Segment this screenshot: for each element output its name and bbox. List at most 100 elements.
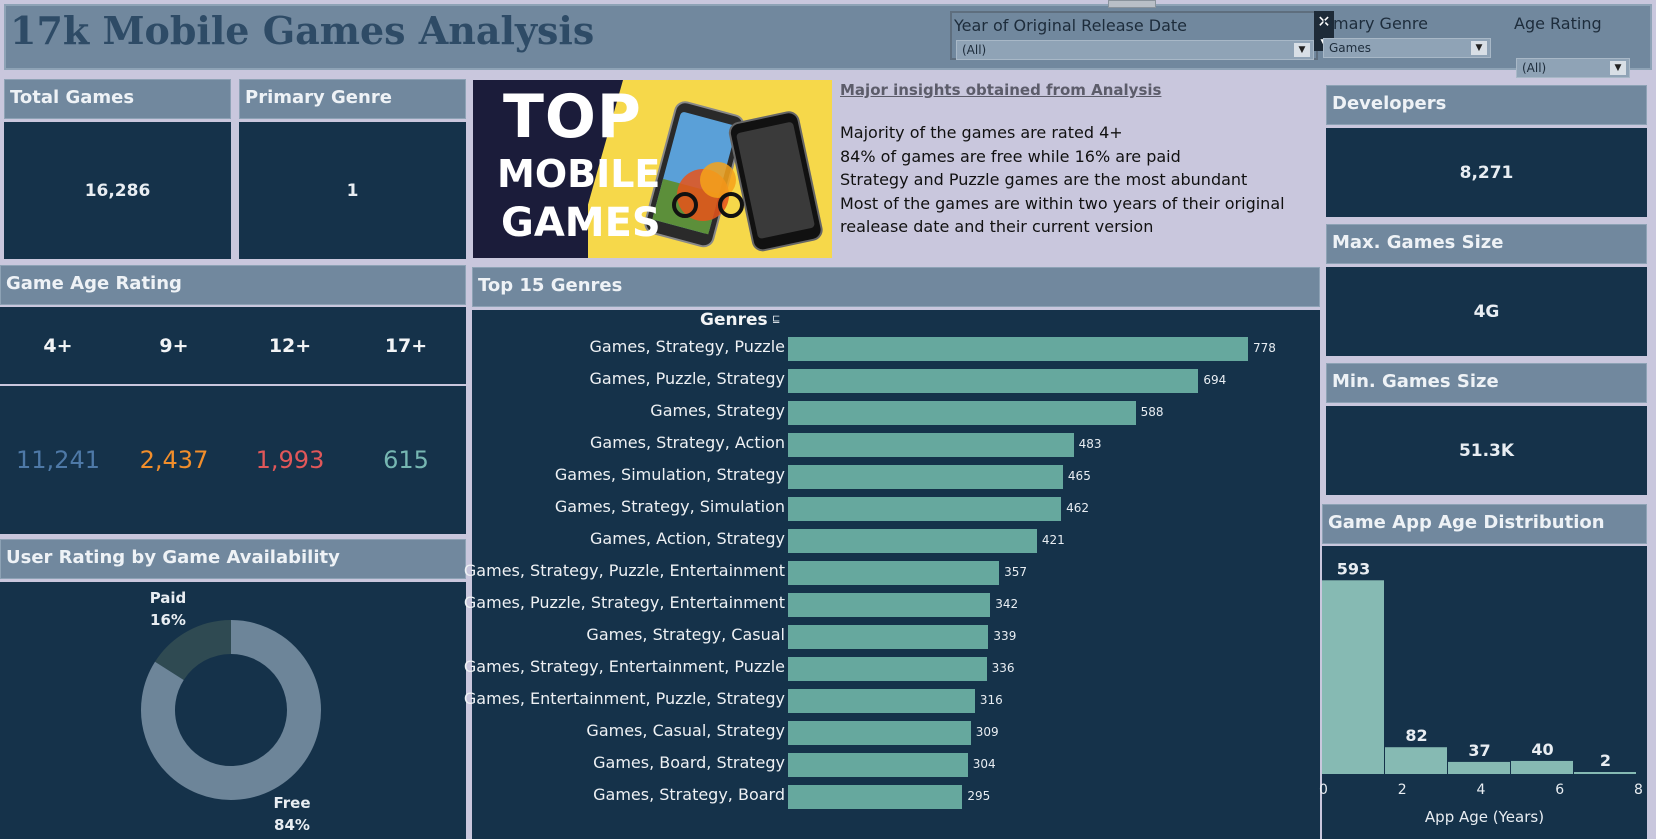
histogram-xlabel: App Age (Years) — [1424, 808, 1545, 826]
genre-value-label: 778 — [1253, 341, 1276, 355]
genre-bar[interactable] — [788, 561, 1000, 585]
primary-genre-value: 1 — [239, 122, 466, 259]
total-games-value: 16,286 — [4, 122, 231, 259]
genre-bar[interactable] — [788, 785, 963, 809]
insight-line: Most of the games are within two years o… — [840, 193, 1285, 213]
age-rating-label: 4+ — [43, 334, 73, 357]
histogram-value-label: 37 — [1468, 741, 1490, 760]
max-size-value: 4G — [1326, 267, 1647, 356]
genre-bar[interactable] — [788, 369, 1199, 393]
chevron-down-icon[interactable]: ▼ — [1610, 61, 1626, 75]
genres-axis-header: Genres — [700, 310, 768, 330]
donut-header: User Rating by Game Availability — [0, 539, 466, 579]
genre-label: Games, Entertainment, Puzzle, Strategy — [463, 689, 785, 708]
genre-bar[interactable] — [788, 625, 989, 649]
top-mobile-games-banner: TOP MOBILE GAMES — [473, 80, 832, 258]
sort-icon[interactable]: ⊑ — [772, 314, 781, 325]
chevron-down-icon[interactable]: ▼ — [1294, 43, 1310, 57]
insight-line: Strategy and Puzzle games are the most a… — [840, 170, 1248, 189]
paid-label: Paid 16% — [140, 587, 196, 631]
genre-value-label: 483 — [1078, 437, 1102, 451]
genre-value-label: 421 — [1041, 533, 1065, 547]
genre-bar[interactable] — [788, 497, 1062, 521]
genre-bar[interactable] — [788, 593, 991, 617]
histogram-value-label: 2 — [1600, 751, 1611, 770]
age-rating-label: 17+ — [384, 334, 428, 357]
donut-panel: Paid 16% Free 84% — [0, 582, 466, 839]
donut-slice-free[interactable] — [141, 620, 321, 800]
insight-line: 84% of games are free while 16% are paid — [840, 146, 1181, 166]
genre-value-label: 309 — [975, 725, 999, 739]
genre-label: Games, Puzzle, Strategy, Entertainment — [463, 593, 785, 612]
chevron-down-icon[interactable]: ▼ — [1471, 41, 1487, 55]
age-filter-select[interactable]: (All) ▼ — [1516, 58, 1630, 78]
genre-filter-label: rimary Genre — [1322, 14, 1428, 33]
histogram-bar[interactable] — [1574, 772, 1636, 774]
close-icon[interactable]: ✕ — [1314, 11, 1334, 35]
genre-label: Games, Strategy, Puzzle — [589, 337, 785, 356]
histogram-value-label: 82 — [1405, 726, 1427, 745]
age-rating-values-panel: 11,241 2,437 1,993 615 — [0, 386, 466, 534]
insights-heading: Major insights obtained from Analysis — [840, 81, 1162, 99]
genre-bar[interactable] — [788, 753, 968, 777]
total-games-header: Total Games — [4, 79, 231, 119]
insight-line: realease date and their current version — [840, 217, 1154, 236]
genre-value-label: 462 — [1066, 501, 1090, 515]
histogram-bar[interactable] — [1322, 580, 1384, 774]
year-filter-value: (All) — [962, 43, 987, 57]
genre-label: Games, Action, Strategy — [590, 529, 785, 548]
genre-value-label: 588 — [1140, 405, 1164, 419]
genre-value-label: 342 — [995, 597, 1019, 611]
genres-chart-panel: Genres ⊑ Games, Strategy, Puzzle 778 Games… — [464, 310, 1320, 839]
histogram-bar[interactable] — [1385, 747, 1447, 774]
donut-slice-paid[interactable] — [155, 620, 232, 681]
genre-value-label: 339 — [993, 629, 1017, 643]
genre-filter-select[interactable]: Games ▼ — [1323, 38, 1491, 58]
banner-text-mobile: MOBILE — [497, 152, 661, 196]
histogram-xtick: 6 — [1555, 782, 1565, 798]
banner-text-top: TOP — [503, 82, 642, 152]
histogram-bar[interactable] — [1511, 760, 1573, 774]
age-rating-value: 615 — [383, 446, 429, 474]
free-label: Free 84% — [264, 792, 320, 836]
genre-bar[interactable] — [788, 433, 1074, 457]
age-rating-label: 9+ — [159, 334, 189, 357]
genre-bar[interactable] — [788, 401, 1136, 425]
genre-value-label: 316 — [979, 693, 1003, 707]
age-rating-value: 2,437 — [139, 446, 209, 474]
developers-value: 8,271 — [1326, 128, 1647, 217]
genre-label: Games, Strategy, Simulation — [554, 497, 785, 516]
genre-value-label: 336 — [991, 661, 1015, 675]
age-filter-value: (All) — [1522, 61, 1547, 75]
genre-label: Games, Board, Strategy — [593, 753, 785, 772]
genre-value-label: 694 — [1203, 373, 1227, 387]
genre-bar[interactable] — [788, 721, 971, 745]
histogram-value-label: 593 — [1337, 559, 1370, 578]
histogram-xtick: 4 — [1476, 782, 1486, 798]
genre-bar[interactable] — [788, 657, 987, 681]
max-size-header: Max. Games Size — [1326, 224, 1647, 264]
age-rating-labels-panel: 4+ 9+ 12+ 17+ — [0, 307, 466, 384]
genre-label: Games, Puzzle, Strategy — [589, 369, 785, 388]
drag-handle[interactable] — [1108, 0, 1156, 8]
genre-bar[interactable] — [788, 337, 1248, 361]
genre-bar[interactable] — [788, 529, 1037, 553]
genre-label: Games, Strategy, Casual — [586, 625, 785, 644]
genre-label: Games, Simulation, Strategy — [554, 465, 785, 484]
genre-bar[interactable] — [788, 465, 1063, 489]
dashboard-title: 17k Mobile Games Analysis — [10, 8, 595, 53]
histogram-bar[interactable] — [1448, 761, 1510, 774]
year-filter[interactable]: Year of Original Release Date (All) ▼ — [950, 11, 1318, 60]
genre-value-label: 465 — [1067, 469, 1091, 483]
developers-header: Developers — [1326, 85, 1647, 125]
genre-value-label: 295 — [967, 789, 991, 803]
genre-value-label: 357 — [1004, 565, 1027, 579]
genre-bar[interactable] — [788, 689, 975, 713]
histogram-header: Game App Age Distribution — [1322, 504, 1647, 544]
age-filter-label: Age Rating — [1514, 14, 1602, 33]
genre-label: Games, Casual, Strategy — [586, 721, 785, 740]
genre-label: Games, Strategy, Entertainment, Puzzle — [463, 657, 785, 676]
free-name: Free — [273, 794, 311, 812]
insight-line: Majority of the games are rated 4+ — [840, 123, 1123, 142]
year-filter-select[interactable]: (All) ▼ — [956, 40, 1314, 60]
